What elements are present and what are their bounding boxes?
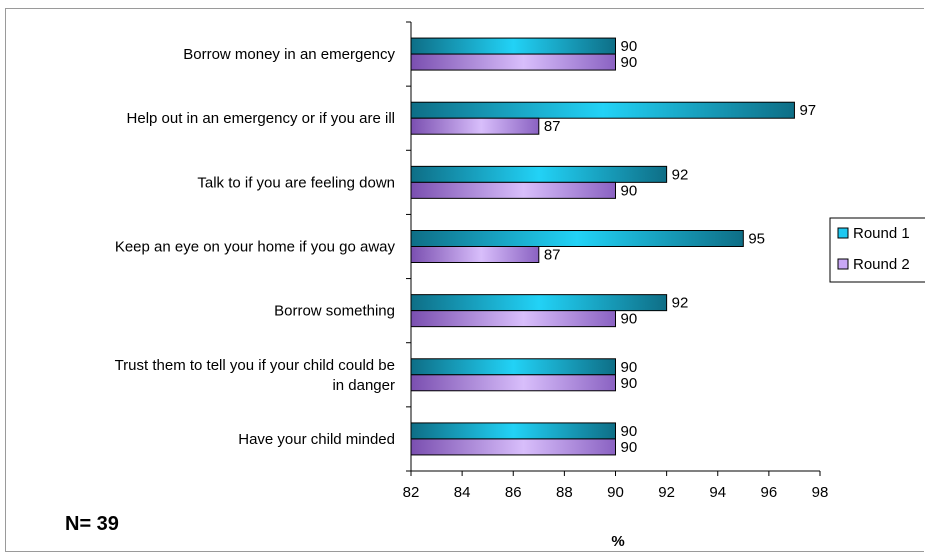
bar-round1	[410, 165, 668, 183]
legend-swatch	[837, 227, 849, 239]
x-tick-label: 96	[761, 484, 778, 501]
data-label: 90	[621, 359, 638, 376]
data-label: 90	[621, 439, 638, 456]
data-label: 92	[672, 166, 689, 183]
bar-round2	[410, 374, 616, 392]
x-tick-label: 82	[403, 484, 420, 501]
category-label: Borrow something	[274, 303, 395, 320]
data-label: 95	[748, 231, 765, 248]
legend-label: Round 2	[853, 256, 910, 273]
category-label: Trust them to tell you if your child cou…	[115, 357, 395, 394]
x-tick-label: 90	[607, 484, 624, 501]
category-label: Keep an eye on your home if you go away	[115, 239, 396, 256]
x-tick-label: 84	[454, 484, 471, 501]
data-label: 90	[621, 38, 638, 55]
x-axis-label: %	[611, 533, 624, 550]
bar-round2	[410, 181, 616, 199]
bar-round2	[410, 310, 616, 328]
category-label: Borrow money in an emergency	[183, 46, 395, 63]
category-label: Talk to if you are feeling down	[197, 174, 395, 191]
x-tick-label: 94	[709, 484, 726, 501]
data-label: 87	[544, 247, 561, 264]
x-tick-label: 88	[556, 484, 573, 501]
bar-round1	[410, 230, 744, 247]
bar-round1	[410, 422, 616, 440]
data-label: 90	[621, 54, 638, 71]
data-label: 97	[799, 102, 816, 119]
data-label: 92	[672, 295, 689, 312]
x-tick-label: 86	[505, 484, 522, 501]
data-label: 87	[544, 118, 561, 135]
data-label: 90	[621, 311, 638, 328]
bar-round1	[410, 358, 616, 376]
data-label: 90	[621, 423, 638, 440]
bar-round1	[410, 294, 668, 312]
legend-label: Round 1	[853, 225, 910, 242]
sample-size-note: N= 39	[65, 513, 119, 535]
bar-round2	[410, 246, 540, 263]
bar-round2	[410, 117, 540, 135]
category-label: Have your child minded	[238, 431, 395, 448]
chart-frame	[5, 8, 924, 552]
legend: Round 1 Round 2	[829, 217, 925, 283]
legend-swatch	[837, 258, 849, 270]
category-label: Help out in an emergency or if you are i…	[127, 110, 395, 127]
x-tick-label: 98	[812, 484, 829, 501]
x-tick-label: 92	[658, 484, 675, 501]
data-label: 90	[621, 182, 638, 199]
bar-round1	[410, 37, 616, 55]
bar-round2	[410, 53, 616, 71]
data-label: 90	[621, 375, 638, 392]
bar-round1	[410, 101, 795, 119]
bar-round2	[410, 438, 616, 456]
